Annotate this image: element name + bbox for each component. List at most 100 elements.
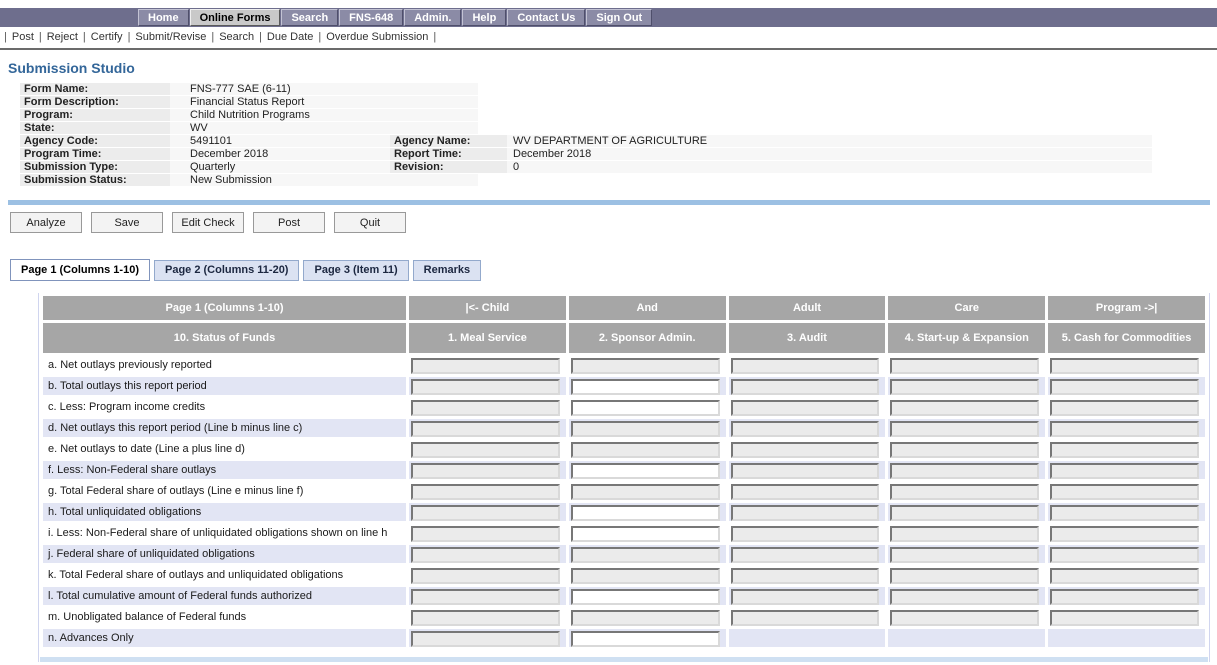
table-row: i. Less: Non-Federal share of unliquidat… <box>43 524 1205 542</box>
tab-bar: Page 1 (Columns 1-10) Page 2 (Columns 11-… <box>10 259 1217 281</box>
tab-page-2-columns-11-20[interactable]: Page 2 (Columns 11-20) <box>153 260 300 281</box>
row-label: i. Less: Non-Federal share of unliquidat… <box>48 527 388 539</box>
menu-item-post[interactable]: Post <box>11 31 34 43</box>
input-j1 <box>411 546 560 563</box>
grid-cell <box>888 566 1045 584</box>
post-button[interactable]: Post <box>253 212 325 233</box>
input-e5 <box>1050 441 1199 458</box>
input-h2[interactable] <box>570 504 720 521</box>
menu-item-due-date[interactable]: Due Date <box>266 31 314 43</box>
grid-cell <box>1048 398 1205 416</box>
status-of-funds-table: Page 1 (Columns 1-10) |<- Child And Adult Ca… <box>40 293 1208 650</box>
input-m5 <box>1050 609 1199 626</box>
tab-page-3-item-11[interactable]: Page 3 (Item 11) <box>303 260 409 281</box>
grid-cell <box>568 545 726 563</box>
save-button[interactable]: Save <box>91 212 163 233</box>
input-l1 <box>411 588 560 605</box>
input-f2[interactable] <box>570 462 720 479</box>
blue-divider <box>8 200 1210 205</box>
input-e1 <box>411 441 560 458</box>
grid-cell <box>888 356 1045 374</box>
menu-item-reject[interactable]: Reject <box>46 31 78 43</box>
grid-cell <box>568 419 726 437</box>
analyze-button[interactable]: Analyze <box>10 212 82 233</box>
menu-item-certify[interactable]: Certify <box>90 31 123 43</box>
grid-cell <box>409 461 566 479</box>
top-nav-bar: Home Online Forms Search FNS-648 Admin. Help C… <box>0 8 1217 27</box>
metadata-label: Form Name: <box>20 83 170 95</box>
input-d1 <box>411 420 560 437</box>
menu-item-overdue-submission[interactable]: Overdue Submission <box>326 31 429 43</box>
metadata-label: Report Time: <box>390 148 507 160</box>
grid-cell <box>1048 524 1205 542</box>
menu-separator: | <box>211 31 215 43</box>
input-g3 <box>730 483 880 500</box>
input-l2[interactable] <box>570 588 720 605</box>
nav-item-help[interactable]: Help <box>462 9 507 26</box>
table-row: m. Unobligated balance of Federal funds <box>43 608 1205 626</box>
grid-header-cell: 5. Cash for Commodities <box>1048 323 1205 353</box>
grid-cell <box>409 503 566 521</box>
row-label: b. Total outlays this report period <box>43 377 406 395</box>
input-c1 <box>411 399 560 416</box>
nav-item-search[interactable]: Search <box>281 9 339 26</box>
input-k5 <box>1050 567 1199 584</box>
metadata-value: December 2018 <box>170 148 390 160</box>
grid-cell <box>1048 545 1205 563</box>
input-f5 <box>1050 462 1199 479</box>
input-j3 <box>730 546 880 563</box>
menu-separator: | <box>82 31 86 43</box>
input-j4 <box>890 546 1040 563</box>
input-l4 <box>890 588 1040 605</box>
grid-cell <box>888 608 1045 626</box>
nav-item-sign-out[interactable]: Sign Out <box>586 9 653 26</box>
metadata-row-agency-code: Agency Code: 5491101 Agency Name: WV DEPART… <box>20 135 1217 147</box>
input-l3 <box>730 588 880 605</box>
input-c2[interactable] <box>570 399 720 416</box>
grid-cell <box>888 482 1045 500</box>
menu-separator: | <box>4 31 7 43</box>
metadata-row-form-name: Form Name: FNS-777 SAE (6-11) <box>20 83 1217 95</box>
grid-cell <box>1048 377 1205 395</box>
metadata-value: December 2018 <box>507 148 1152 160</box>
input-i1 <box>411 525 560 542</box>
metadata-row-program-time: Program Time: December 2018 Report Time: De… <box>20 148 1217 160</box>
tab-remarks[interactable]: Remarks <box>412 260 482 281</box>
grid-cell <box>1048 440 1205 458</box>
input-f4 <box>890 462 1040 479</box>
nav-item-fns-648[interactable]: FNS-648 <box>339 9 404 26</box>
grid-cell <box>729 356 886 374</box>
nav-item-home[interactable]: Home <box>138 9 189 26</box>
menu-item-search[interactable]: Search <box>219 31 255 43</box>
grid-cell <box>1048 356 1205 374</box>
nav-item-contact-us[interactable]: Contact Us <box>507 9 586 26</box>
metadata-label: Submission Status: <box>20 174 170 186</box>
tab-page-1-columns-1-10[interactable]: Page 1 (Columns 1-10) <box>10 259 150 281</box>
grid-cell <box>728 629 886 647</box>
input-i2[interactable] <box>570 525 720 542</box>
quit-button[interactable]: Quit <box>334 212 406 233</box>
grid-cell <box>569 398 726 416</box>
edit-check-button[interactable]: Edit Check <box>172 212 244 233</box>
nav-item-admin[interactable]: Admin. <box>404 9 462 26</box>
grid-cell <box>1048 629 1205 647</box>
menu-item-submit-revise[interactable]: Submit/Revise <box>135 31 207 43</box>
nav-item-online-forms[interactable]: Online Forms <box>189 9 281 26</box>
grid-cell <box>728 545 886 563</box>
grid-cell <box>569 524 726 542</box>
metadata-value: New Submission <box>170 174 478 186</box>
grid-cell <box>569 482 726 500</box>
input-e3 <box>730 441 880 458</box>
grid-cell <box>1048 587 1205 605</box>
toolbar: Analyze Save Edit Check Post Quit <box>10 212 1217 233</box>
menu-separator: | <box>127 31 131 43</box>
input-k1 <box>411 567 560 584</box>
grid-cell <box>728 461 886 479</box>
input-b2[interactable] <box>570 378 720 395</box>
grid-cell <box>888 461 1046 479</box>
grid-header-cell: |<- Child <box>409 296 566 320</box>
table-row: e. Net outlays to date (Line a plus line… <box>43 440 1205 458</box>
metadata-value: FNS-777 SAE (6-11) <box>170 83 478 95</box>
row-label: n. Advances Only <box>43 629 406 647</box>
input-n2[interactable] <box>570 630 720 647</box>
